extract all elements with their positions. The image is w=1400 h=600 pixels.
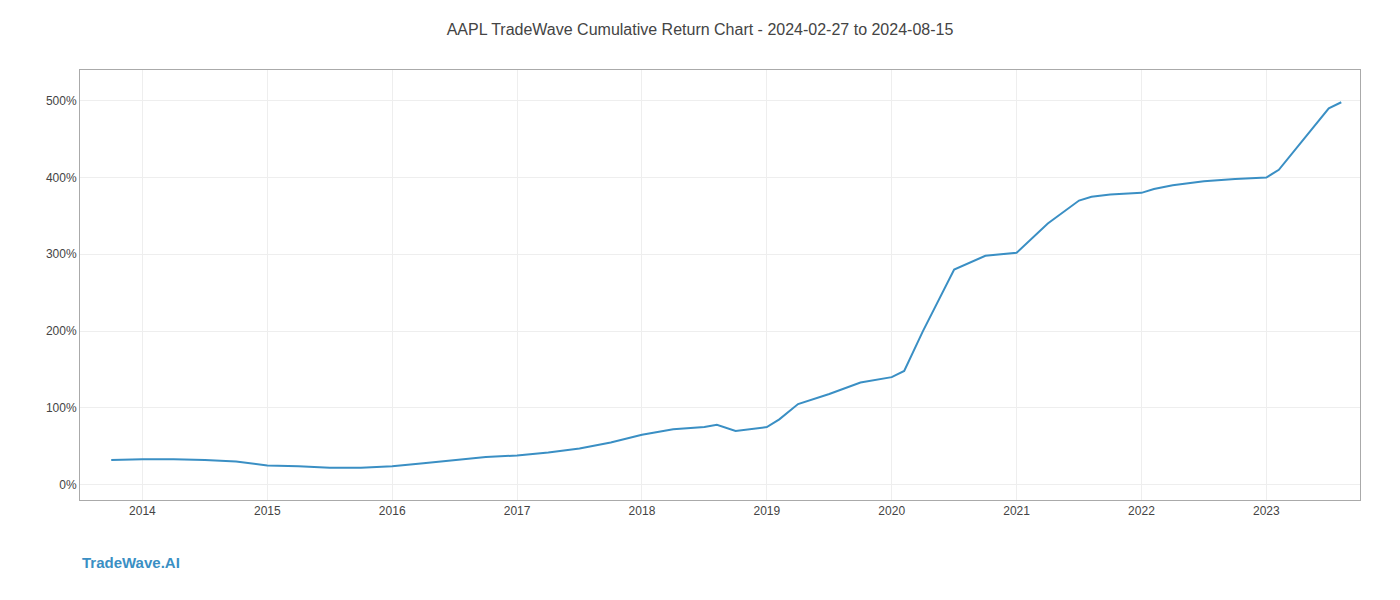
svg-text:AAPL TradeWave Cumulative Retu: AAPL TradeWave Cumulative Return Chart -… <box>447 21 954 38</box>
svg-text:2023: 2023 <box>1253 504 1280 518</box>
svg-text:2014: 2014 <box>129 504 156 518</box>
svg-text:2015: 2015 <box>254 504 281 518</box>
svg-text:2020: 2020 <box>878 504 905 518</box>
svg-text:2017: 2017 <box>504 504 531 518</box>
svg-text:2019: 2019 <box>753 504 780 518</box>
svg-text:500%: 500% <box>46 94 77 108</box>
svg-text:TradeWave.AI: TradeWave.AI <box>82 554 180 571</box>
svg-text:400%: 400% <box>46 171 77 185</box>
svg-text:200%: 200% <box>46 324 77 338</box>
svg-text:2022: 2022 <box>1128 504 1155 518</box>
svg-text:2021: 2021 <box>1003 504 1030 518</box>
svg-text:100%: 100% <box>46 401 77 415</box>
svg-text:2018: 2018 <box>629 504 656 518</box>
svg-text:300%: 300% <box>46 247 77 261</box>
svg-text:0%: 0% <box>59 478 77 492</box>
svg-text:2016: 2016 <box>379 504 406 518</box>
